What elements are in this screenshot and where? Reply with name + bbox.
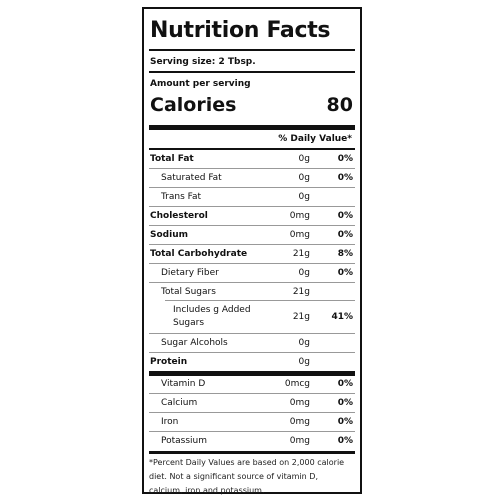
serving-size: Serving size: 2 Tbsp. (150, 57, 256, 67)
nutrient-name: Vitamin D (161, 379, 206, 389)
row-rule (149, 352, 355, 353)
daily-value-header: % Daily Value* (278, 134, 352, 144)
nutrient-dv: 0% (337, 230, 353, 240)
nutrient-dv: 41% (331, 312, 353, 322)
divider (149, 49, 355, 51)
nutrient-amount: 0mg (289, 417, 310, 427)
calories-value: 80 (326, 94, 353, 116)
amount-per-serving: Amount per serving (150, 79, 251, 89)
nutrient-dv: 0% (337, 173, 353, 183)
nutrient-dv: 0% (337, 436, 353, 446)
thick-divider (149, 125, 355, 130)
nutrient-name: Cholesterol (150, 211, 208, 221)
label-title: Nutrition Facts (150, 18, 331, 43)
row-rule (165, 300, 355, 301)
nutrient-name-line2: Sugars (173, 318, 205, 328)
nutrient-dv: 0% (337, 398, 353, 408)
nutrient-name: Total Carbohydrate (150, 249, 248, 259)
row-rule (149, 412, 355, 413)
nutrient-dv: 0% (337, 154, 353, 164)
divider (149, 148, 355, 150)
nutrient-name: Protein (150, 357, 188, 367)
nutrient-name: Sugar Alcohols (161, 338, 228, 348)
nutrient-amount: 21g (292, 312, 310, 322)
row-rule (149, 393, 355, 394)
nutrient-amount: 0mcg (284, 379, 310, 389)
nutrient-name: Iron (161, 417, 179, 427)
nutrient-amount: 0g (298, 154, 310, 164)
nutrient-amount: 21g (292, 287, 310, 297)
nutrient-dv: 8% (337, 249, 353, 259)
nutrient-name: Calcium (161, 398, 198, 408)
nutrient-dv: 0% (337, 268, 353, 278)
nutrient-dv: 0% (337, 379, 353, 389)
nutrient-dv: 0% (337, 417, 353, 427)
nutrient-name-line1: Includes g Added (173, 305, 251, 315)
nutrient-name: Saturated Fat (161, 173, 222, 183)
row-rule (149, 333, 355, 334)
nutrient-name: Sodium (150, 230, 188, 240)
nutrient-name: Total Fat (150, 154, 194, 164)
nutrient-row-added-sugars: Includes g Added Sugars 21g 41% (149, 305, 355, 333)
row-rule (149, 244, 355, 245)
nutrient-amount: 0mg (289, 398, 310, 408)
footnote: *Percent Daily Values are based on 2,000… (149, 458, 345, 495)
divider (149, 71, 355, 73)
nutrient-amount: 0g (298, 357, 310, 367)
calories-label: Calories (150, 94, 237, 116)
nutrient-amount: 21g (292, 249, 310, 259)
row-rule (149, 206, 355, 207)
row-rule (149, 225, 355, 226)
nutrient-amount: 0g (298, 173, 310, 183)
row-rule (149, 282, 355, 283)
nutrient-amount: 0g (298, 268, 310, 278)
row-rule (149, 431, 355, 432)
nutrient-amount: 0g (298, 192, 310, 202)
nutrient-name: Trans Fat (161, 192, 202, 202)
nutrient-amount: 0mg (289, 230, 310, 240)
row-rule (149, 168, 355, 169)
nutrient-name: Total Sugars (161, 287, 216, 297)
nutrient-amount: 0mg (289, 211, 310, 221)
nutrient-name: Potassium (161, 436, 208, 446)
row-rule (149, 187, 355, 188)
nutrient-dv: 0% (337, 211, 353, 221)
nutrient-name: Dietary Fiber (161, 268, 219, 278)
nutrient-amount: 0g (298, 338, 310, 348)
nutrition-facts-label: Nutrition Facts Serving size: 2 Tbsp. Am… (142, 7, 362, 495)
thick-divider (149, 451, 355, 454)
row-rule (149, 263, 355, 264)
nutrient-amount: 0mg (289, 436, 310, 446)
thick-divider (149, 371, 355, 376)
